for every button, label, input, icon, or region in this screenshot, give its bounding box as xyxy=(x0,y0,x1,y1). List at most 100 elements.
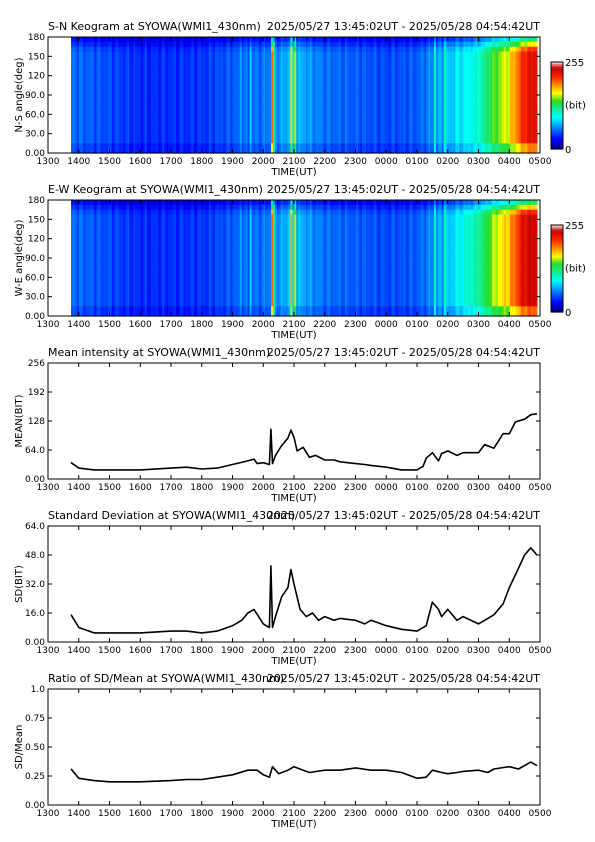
heatmap-cell xyxy=(354,46,357,53)
heatmap-cell xyxy=(203,37,206,43)
heatmap-cell xyxy=(356,61,359,67)
heatmap-cell xyxy=(181,143,185,149)
heatmap-cell xyxy=(368,90,371,96)
heatmap-cell xyxy=(358,85,361,91)
heatmap-cell xyxy=(294,99,297,106)
heatmap-cell xyxy=(100,75,103,82)
heatmap-cell xyxy=(218,99,222,106)
heatmap-cell xyxy=(205,109,208,115)
heatmap-cell xyxy=(201,80,204,86)
heatmap-cell xyxy=(158,85,161,91)
heatmap-cell xyxy=(385,104,389,111)
heatmap-cell xyxy=(160,56,163,62)
heatmap-cell xyxy=(263,128,266,135)
heatmap-cell xyxy=(321,119,324,125)
heatmap-cell xyxy=(210,138,214,144)
heatmap-cell xyxy=(113,70,117,77)
heatmap-cell xyxy=(185,99,189,106)
heatmap-cell xyxy=(238,80,241,86)
heatmap-cell xyxy=(259,46,262,53)
heatmap-cell xyxy=(206,70,210,77)
heatmap-cell xyxy=(377,114,381,120)
heatmap-cell xyxy=(146,46,150,53)
heatmap-cell xyxy=(146,61,150,67)
heatmap-cell xyxy=(387,133,390,140)
heatmap-cell xyxy=(100,66,103,72)
heatmap-cell xyxy=(113,138,117,144)
heatmap-cell xyxy=(366,51,369,57)
heatmap-cell xyxy=(172,138,175,144)
heatmap-cell xyxy=(146,138,150,144)
heatmap-cell xyxy=(335,80,338,86)
heatmap-cell xyxy=(94,85,97,91)
heatmap-cell xyxy=(406,37,410,43)
heatmap-cell xyxy=(336,46,340,53)
heatmap-cell xyxy=(325,95,328,101)
heatmap-cell xyxy=(131,85,134,91)
heatmap-cell xyxy=(375,37,379,43)
heatmap-cell xyxy=(303,109,307,115)
heatmap-cell xyxy=(354,61,357,67)
heatmap-cell xyxy=(303,61,307,67)
heatmap-cell xyxy=(296,66,299,72)
heatmap-cell xyxy=(360,41,363,48)
heatmap-cell xyxy=(109,99,113,106)
heatmap-cell xyxy=(239,41,243,48)
heatmap-cell xyxy=(272,85,276,91)
heatmap-cell xyxy=(232,46,235,53)
heatmap-cell xyxy=(238,41,241,48)
heatmap-cell xyxy=(232,70,235,77)
heatmap-cell xyxy=(96,148,99,154)
heatmap-cell xyxy=(309,124,313,130)
heatmap-cell xyxy=(377,41,381,48)
heatmap-cell xyxy=(338,109,342,115)
heatmap-cell xyxy=(259,138,262,144)
heatmap-cell xyxy=(152,90,156,96)
heatmap-cell xyxy=(195,90,198,96)
heatmap-cell xyxy=(162,119,165,125)
heatmap-cell xyxy=(329,51,332,57)
heatmap-cell xyxy=(323,138,326,144)
heatmap-cell xyxy=(340,46,344,53)
heatmap-cell xyxy=(317,95,321,101)
heatmap-cell xyxy=(236,66,239,72)
heatmap-cell xyxy=(183,99,187,106)
heatmap-cell xyxy=(135,85,138,91)
heatmap-cell xyxy=(305,56,309,62)
heatmap-cell xyxy=(249,51,253,57)
heatmap-cell xyxy=(340,80,344,86)
heatmap-cell xyxy=(148,143,152,149)
heatmap-cell xyxy=(148,51,152,57)
heatmap-cell xyxy=(193,109,196,115)
heatmap-cell xyxy=(371,148,375,154)
heatmap-cell xyxy=(391,85,394,91)
heatmap-cell xyxy=(401,85,404,91)
heatmap-cell xyxy=(348,70,352,77)
heatmap-cell xyxy=(111,133,115,140)
heatmap-cell xyxy=(177,85,181,91)
heatmap-cell xyxy=(183,119,187,125)
heatmap-cell xyxy=(385,75,389,82)
heatmap-cell xyxy=(162,90,165,96)
heatmap-cell xyxy=(197,75,200,82)
heatmap-cell xyxy=(156,148,160,154)
heatmap-cell xyxy=(90,104,94,111)
heatmap-cell xyxy=(331,143,334,149)
heatmap-cell xyxy=(183,138,187,144)
heatmap-cell xyxy=(214,99,218,106)
heatmap-cell xyxy=(323,90,326,96)
heatmap-cell xyxy=(208,133,212,140)
heatmap-cell xyxy=(232,80,235,86)
heatmap-cell xyxy=(253,148,257,154)
heatmap-cell xyxy=(391,138,394,144)
heatmap-cell xyxy=(142,56,146,62)
heatmap-cell xyxy=(206,128,210,135)
heatmap-cell xyxy=(364,37,367,43)
heatmap-cell xyxy=(197,80,200,86)
heatmap-cell xyxy=(369,70,373,77)
heatmap-cell xyxy=(327,80,330,86)
heatmap-cell xyxy=(74,128,78,135)
heatmap-cell xyxy=(280,90,284,96)
heatmap-cell xyxy=(106,46,109,53)
heatmap-cell xyxy=(115,85,119,91)
